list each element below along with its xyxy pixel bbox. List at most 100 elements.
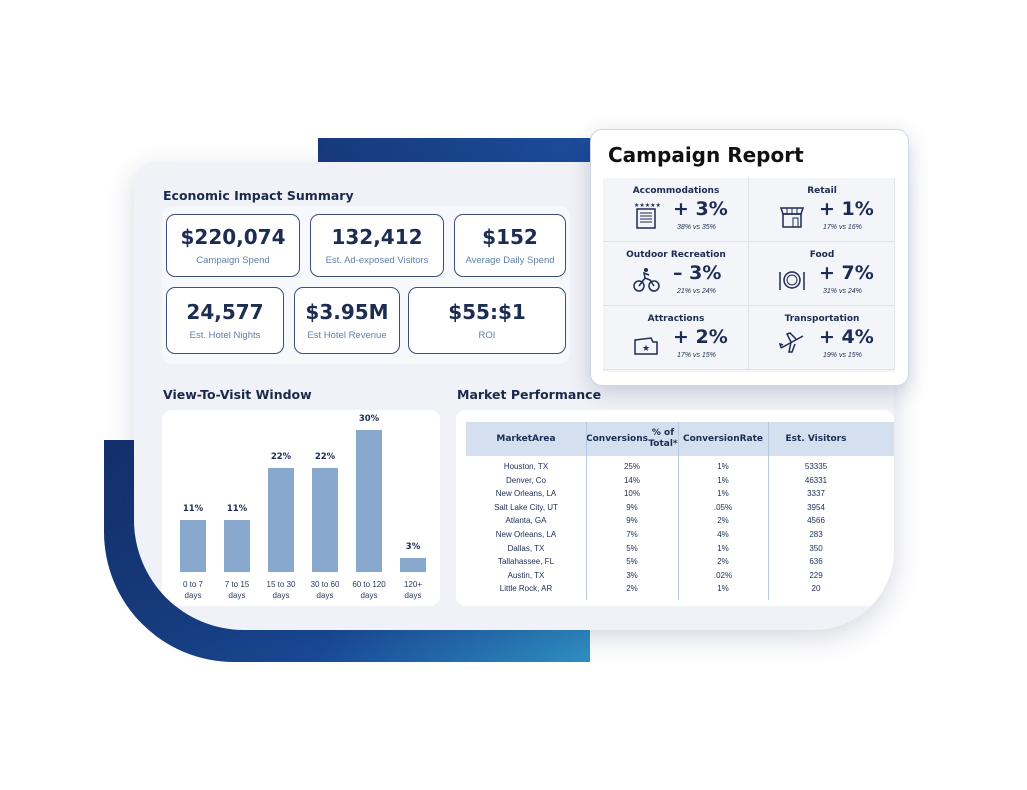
table-cell-market: New Orleans, LA — [495, 530, 557, 539]
table-header-row: Market Area Conversions% of Total* Conver… — [466, 422, 894, 456]
cyclist-icon — [633, 268, 660, 292]
kpi-ad-exposed-visitors[interactable]: 132,412 Est. Ad-exposed Visitors — [310, 214, 444, 277]
campaign-report-grid: Accommodations ★★★★★ + 3% 38% vs 35% Ret… — [603, 178, 895, 372]
table-cell: 14% — [623, 475, 640, 485]
campaign-report-card: Campaign Report Accommodations ★★★★★ + 3… — [590, 129, 909, 386]
header-line: Market — [496, 433, 533, 444]
table-cell: 636 — [809, 557, 823, 567]
view-to-visit-chart: 11% 0 to 7 days 11% 7 to 15 days 22% 15 to 30 da… — [162, 410, 440, 606]
table-cell: 1% — [717, 543, 729, 553]
table-cell: 25% — [623, 462, 640, 471]
table-cell-market: Austin, TX — [507, 570, 545, 580]
table-cell-market: Atlanta, GA — [505, 516, 547, 526]
bar-value-label: 11% — [182, 503, 204, 514]
bar-category-label: 60 to 120 days — [344, 580, 394, 602]
kpi-campaign-spend[interactable]: $220,074 Campaign Spend — [166, 214, 300, 277]
svg-text:★★★★★: ★★★★★ — [634, 202, 661, 209]
table-cell: 1% — [717, 489, 729, 499]
category-line: 7 to 15 — [224, 580, 250, 589]
table-cell: 4566 — [807, 516, 825, 526]
kpi-value: 132,412 — [331, 224, 423, 249]
market-performance-title: Market Performance — [457, 387, 602, 402]
kpi-value: $152 — [482, 224, 538, 249]
bar-category-label: 30 to 60 days — [300, 580, 350, 602]
airplane-icon — [778, 332, 804, 353]
kpi-label: Campaign Spend — [196, 254, 270, 266]
header-market-area: Market Area — [466, 422, 586, 456]
table-cell: 9% — [626, 516, 638, 526]
kpi-hotel-nights[interactable]: 24,577 Est. Hotel Nights — [166, 287, 284, 354]
header-line: Area — [532, 433, 556, 444]
report-cell-change: – 3% — [673, 262, 722, 284]
kpi-roi[interactable]: $55:$1 ROI — [408, 287, 566, 354]
table-cell: 3954 — [807, 502, 825, 512]
category-line: 30 to 60 — [310, 580, 340, 589]
table-cell: 283 — [809, 530, 823, 539]
report-cell-attractions[interactable]: Attractions ★ + 2% 17% vs 15% — [603, 306, 749, 370]
economic-impact-title: Economic Impact Summary — [163, 188, 354, 203]
chart-bar — [268, 467, 294, 572]
table-cell: .02% — [713, 570, 733, 580]
table-cell-market: Little Rock, AR — [499, 584, 553, 594]
report-cell-change: + 3% — [673, 198, 728, 220]
bar-category-label: 7 to 15 days — [212, 580, 262, 602]
table-cell: 53335 — [804, 462, 828, 471]
kpi-hotel-revenue[interactable]: $3.95M Est Hotel Revenue — [294, 287, 400, 354]
campaign-report-title: Campaign Report — [608, 143, 804, 167]
table-cell: 46331 — [804, 475, 828, 485]
market-performance-table: Market Area Conversions% of Total* Conver… — [456, 410, 894, 606]
table-cell: 1% — [717, 475, 729, 485]
kpi-label: Est. Ad-exposed Visitors — [325, 254, 429, 266]
chart-bar — [356, 430, 382, 572]
table-cell: 3337 — [807, 489, 825, 499]
report-cell-retail[interactable]: Retail + 1% 17% vs 16% — [749, 178, 895, 242]
chart-bar — [312, 467, 338, 572]
report-cell-transportation[interactable]: Transportation + 4% 19% vs 15% — [749, 306, 895, 370]
report-cell-detail: 17% vs 16% — [823, 224, 862, 231]
report-cell-outdoor-recreation[interactable]: Outdoor Recreation – 3% 21% vs 24% — [603, 242, 749, 306]
header-line: Est. Visitors — [785, 433, 847, 444]
bar-category-label: 0 to 7 days — [168, 580, 218, 602]
category-line: 15 to 30 — [266, 580, 296, 589]
economic-impact-panel: $220,074 Campaign Spend 132,412 Est. Ad-… — [162, 206, 570, 364]
report-cell-accommodations[interactable]: Accommodations ★★★★★ + 3% 38% vs 35% — [603, 178, 749, 242]
hotel-icon: ★★★★★ — [634, 202, 661, 229]
report-cell-change: + 7% — [819, 262, 874, 284]
category-line: days — [360, 590, 378, 600]
kpi-value: $220,074 — [180, 224, 286, 249]
table-cell-market: Denver, Co — [505, 475, 547, 485]
header-line: Conversion — [682, 433, 740, 444]
dashboard-card: Economic Impact Summary $220,074 Campaig… — [134, 162, 894, 630]
bar-value-label: 3% — [405, 541, 421, 552]
category-line: 60 to 120 — [352, 580, 386, 589]
table-cell: 9% — [626, 502, 638, 512]
table-cell: 229 — [809, 570, 823, 580]
table-cell: 7% — [626, 530, 638, 539]
bar-value-label: 22% — [314, 451, 336, 462]
bar-value-label: 22% — [270, 451, 292, 462]
category-line: 0 to 7 — [182, 580, 203, 589]
kpi-value: 24,577 — [186, 299, 264, 324]
report-cell-label: Accommodations — [632, 186, 720, 196]
kpi-label: Est Hotel Revenue — [307, 329, 387, 341]
report-cell-label: Food — [809, 250, 835, 260]
chart-bar — [400, 557, 426, 572]
report-cell-food[interactable]: Food + 7% 31% vs 24% — [749, 242, 895, 306]
table-cell: 10% — [623, 489, 640, 499]
report-cell-label: Retail — [807, 186, 837, 196]
chart-bar — [180, 519, 206, 572]
header-line: Rate — [739, 433, 764, 444]
report-cell-detail: 31% vs 24% — [823, 288, 862, 295]
storefront-icon — [779, 207, 805, 228]
table-cell: 20 — [811, 584, 821, 594]
kpi-value: $3.95M — [305, 299, 389, 324]
bar-value-label: 11% — [226, 503, 248, 514]
table-cell-market: Houston, TX — [503, 462, 549, 471]
kpi-average-daily-spend[interactable]: $152 Average Daily Spend — [454, 214, 566, 277]
category-line: days — [184, 590, 202, 600]
category-line: days — [316, 590, 334, 600]
bar-value-label: 30% — [358, 414, 380, 424]
report-cell-change: + 2% — [673, 326, 728, 348]
table-cell-market: Dallas, TX — [507, 543, 545, 553]
kpi-label: ROI — [478, 329, 496, 341]
